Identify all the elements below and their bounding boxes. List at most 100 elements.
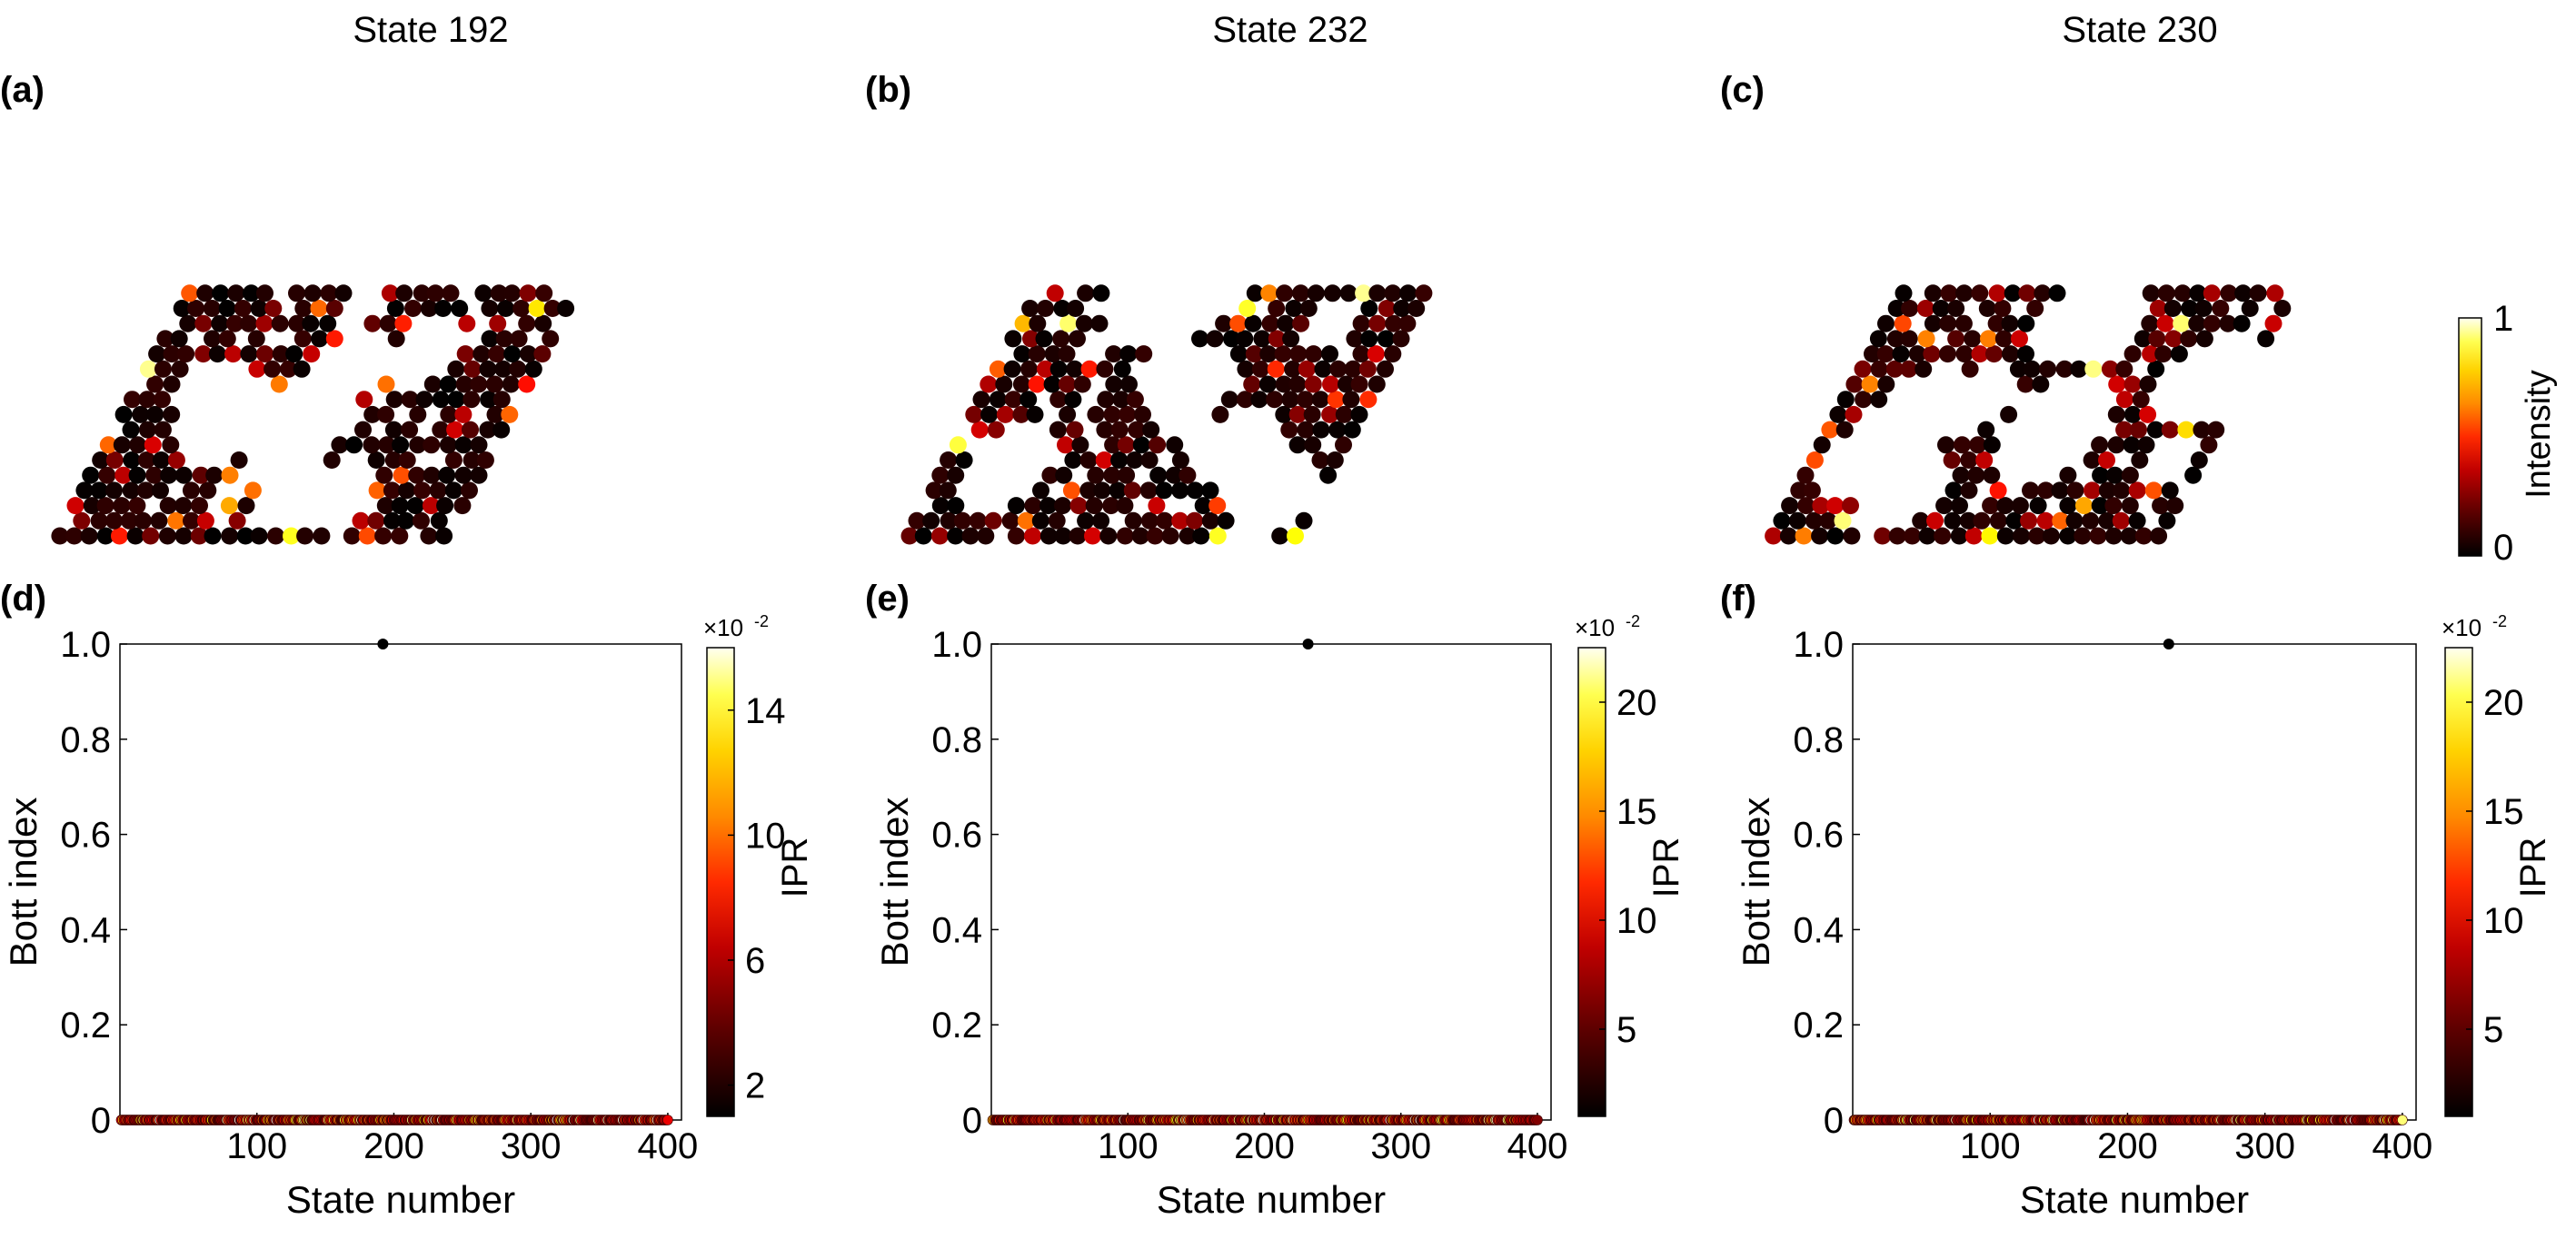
- lattice-site: [1924, 284, 1942, 302]
- ipr-label: IPR: [775, 838, 815, 898]
- lattice-site: [1978, 300, 1996, 317]
- lattice-site: [518, 375, 536, 393]
- lattice-site: [2104, 527, 2123, 545]
- lattice-site: [378, 436, 396, 454]
- lattice-site: [2048, 284, 2066, 302]
- lattice-site: [2075, 497, 2093, 515]
- lattice-site: [461, 481, 478, 500]
- lattice-site: [105, 481, 123, 500]
- lattice-site: [1277, 314, 1295, 332]
- lattice-site: [429, 481, 447, 500]
- lattice-site: [1229, 314, 1248, 332]
- lattice-site: [1996, 527, 2014, 545]
- lattice-site: [367, 511, 385, 530]
- lattice-site: [1805, 511, 1823, 530]
- lattice-site: [398, 451, 416, 469]
- lattice-site: [1297, 391, 1314, 409]
- lattice-site: [2000, 405, 2018, 423]
- lattice-site: [947, 466, 965, 484]
- panel-a-letter: (a): [0, 70, 45, 110]
- lattice-site: [1321, 405, 1339, 423]
- lattice-site: [90, 481, 108, 500]
- panel-b-title: State 232: [1212, 10, 1368, 50]
- lattice-site: [1870, 391, 1888, 409]
- lattice-site: [1994, 300, 2012, 317]
- lattice-site: [391, 497, 409, 515]
- y-tick-label: 0.6: [60, 816, 111, 856]
- lattice-b: [900, 284, 1433, 545]
- lattice-site: [1987, 314, 2005, 332]
- lattice-site: [1071, 436, 1089, 454]
- lattice-site: [398, 481, 416, 500]
- lattice-site: [420, 300, 438, 317]
- highlight-point: [377, 639, 389, 649]
- lattice-site: [1001, 511, 1019, 530]
- lattice-site: [476, 451, 494, 469]
- lattice-site: [423, 497, 440, 515]
- lattice-site: [2065, 511, 2084, 530]
- lattice-site: [1355, 284, 1373, 302]
- y-tick-label: 0.6: [931, 816, 982, 856]
- lattice-site: [2066, 481, 2084, 500]
- ipr-exponent: ×10: [2442, 614, 2482, 641]
- lattice-site: [1062, 481, 1080, 500]
- lattice-site: [434, 300, 453, 317]
- lattice-site: [228, 511, 246, 530]
- lattice-site: [1299, 300, 1318, 317]
- lattice-site: [503, 284, 521, 302]
- lattice-site: [1281, 391, 1299, 409]
- x-axis-label: State number: [2020, 1178, 2249, 1221]
- lattice-site: [221, 527, 239, 545]
- lattice-site: [2200, 436, 2218, 454]
- lattice-site: [1311, 451, 1329, 469]
- lattice-site: [2264, 314, 2283, 332]
- lattice-site: [1378, 300, 1396, 317]
- lattice-site: [1288, 436, 1307, 454]
- lattice-site: [1244, 314, 1262, 332]
- panel-d-letter: (d): [0, 579, 46, 619]
- lattice-site: [1322, 375, 1339, 393]
- lattice-site: [1298, 360, 1316, 378]
- lattice-site: [1028, 345, 1046, 363]
- lattice-site: [1116, 497, 1134, 515]
- lattice-site: [129, 436, 147, 454]
- lattice-site: [1304, 436, 1322, 454]
- lattice-site: [914, 527, 932, 545]
- lattice-site: [179, 314, 197, 332]
- lattice-site: [1292, 314, 1310, 332]
- lattice-site: [961, 527, 980, 545]
- lattice-site: [1032, 481, 1049, 500]
- lattice-site: [454, 405, 472, 423]
- lattice-site: [204, 527, 222, 545]
- lattice-site: [1012, 375, 1030, 393]
- lattice-site: [311, 330, 329, 348]
- ipr-tick-label: 2: [745, 1066, 765, 1106]
- lattice-site: [2051, 481, 2069, 500]
- lattice-site: [80, 527, 98, 545]
- lattice-site: [1054, 527, 1072, 545]
- lattice-site: [965, 405, 983, 423]
- y-tick-label: 1.0: [60, 625, 111, 665]
- lattice-site: [1377, 360, 1394, 378]
- lattice-site: [1297, 421, 1315, 439]
- lattice-site: [1821, 421, 1839, 439]
- lattice-site: [455, 375, 473, 393]
- lattice-site: [114, 466, 133, 484]
- lattice-site: [446, 421, 464, 439]
- lattice-site: [557, 300, 575, 317]
- y-tick-label: 0.2: [60, 1006, 111, 1046]
- lattice-site: [303, 345, 321, 363]
- lattice-site: [1287, 527, 1304, 545]
- lattice-site: [2091, 436, 2109, 454]
- lattice-site: [1319, 466, 1338, 484]
- lattice-site: [955, 451, 973, 469]
- lattice-site: [1887, 300, 1905, 317]
- lattice-site: [1267, 360, 1285, 378]
- lattice-site: [105, 511, 124, 530]
- lattice-site: [313, 527, 331, 545]
- lattice-site: [132, 405, 150, 423]
- lattice-site: [293, 330, 312, 348]
- lattice-site: [1093, 481, 1111, 500]
- y-tick-label: 0.4: [60, 910, 111, 950]
